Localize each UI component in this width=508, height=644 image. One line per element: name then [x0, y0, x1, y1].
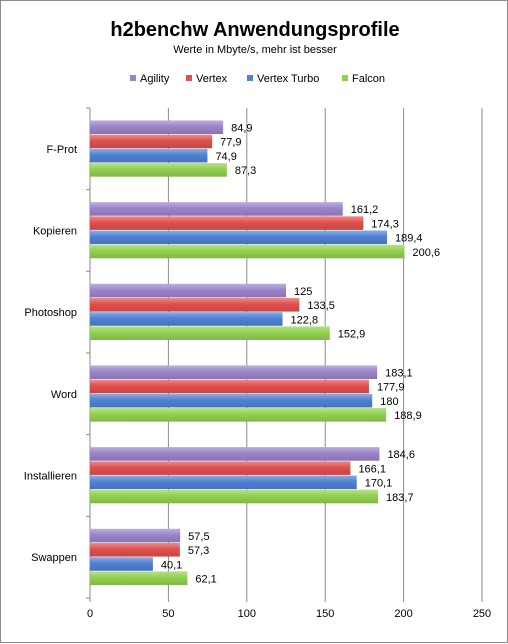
bar [90, 365, 378, 380]
legend-label: Vertex Turbo [257, 73, 319, 85]
bar [90, 148, 208, 163]
legend-label: Falcon [352, 73, 385, 85]
legend-label: Agility [140, 73, 170, 85]
x-tick-label: 0 [87, 608, 93, 620]
category-label: Kopieren [33, 226, 77, 238]
category-label: Swappen [31, 552, 77, 564]
data-label: 62,1 [195, 573, 216, 585]
bar [90, 283, 286, 298]
bar [90, 379, 369, 394]
data-label: 183,1 [385, 368, 413, 380]
bar [90, 489, 379, 504]
bar [90, 120, 224, 135]
x-tick-label: 150 [316, 608, 334, 620]
data-label: 122,8 [291, 314, 319, 326]
data-label: 84,9 [231, 123, 252, 135]
data-label: 57,5 [188, 531, 209, 543]
legend-item: Falcon [342, 73, 385, 85]
legend-swatch [342, 75, 348, 81]
bar [90, 447, 380, 461]
bar [90, 312, 283, 326]
legend-item: Vertex Turbo [247, 73, 319, 85]
x-tick-label: 250 [473, 608, 491, 620]
data-label: 77,9 [220, 137, 241, 149]
bar [90, 542, 180, 557]
bar [90, 475, 357, 490]
data-label: 200,6 [413, 247, 441, 259]
data-label: 87,3 [235, 165, 256, 177]
legend-swatch [130, 75, 136, 81]
x-tick-label: 50 [162, 608, 174, 620]
chart-subtitle: Werte in Mbyte/s, mehr ist besser [173, 44, 337, 56]
data-label: 183,7 [386, 492, 414, 504]
bar [90, 216, 364, 230]
category-label: Word [51, 389, 77, 401]
bar [90, 244, 405, 259]
category-label: Installieren [24, 471, 77, 483]
data-label: 152,9 [338, 328, 366, 340]
data-label: 166,1 [358, 463, 386, 475]
bar [90, 557, 153, 571]
data-label: 189,4 [395, 233, 423, 245]
legend-item: Agility [130, 73, 170, 85]
bar [90, 134, 213, 149]
bar [90, 326, 330, 340]
bar [90, 461, 351, 475]
data-label: 161,2 [351, 204, 379, 216]
data-label: 180 [380, 396, 398, 408]
data-label: 74,9 [215, 151, 236, 163]
plot-area: 0 50 100 150 200 250 F-Prot 84,9 77,9 74,9 87,3 Kop… [24, 107, 491, 620]
bar [90, 163, 227, 177]
x-tick-label: 200 [394, 608, 412, 620]
data-label: 177,9 [377, 382, 405, 394]
data-label: 125 [294, 286, 312, 298]
legend-label: Vertex [196, 73, 228, 85]
category-label: F-Prot [46, 144, 77, 156]
data-label: 174,3 [371, 218, 399, 230]
data-label: 40,1 [161, 559, 182, 571]
bar [90, 571, 188, 585]
legend-item: Vertex [186, 73, 228, 85]
bar [90, 528, 181, 543]
data-label: 184,6 [387, 449, 415, 461]
bar [90, 202, 343, 216]
bar [90, 408, 387, 422]
category-label: Photoshop [24, 307, 77, 319]
data-label: 188,9 [394, 410, 422, 422]
data-label: 57,3 [188, 545, 209, 557]
legend-swatch [247, 75, 253, 81]
chart-title: h2benchw Anwendungsprofile [110, 19, 399, 41]
legend-swatch [186, 75, 192, 81]
bar [90, 230, 387, 245]
x-tick-label: 100 [238, 608, 256, 620]
data-label: 170,1 [365, 478, 393, 490]
bar [90, 393, 373, 408]
legend: Agility Vertex Vertex Turbo Falcon [130, 73, 385, 85]
bar [90, 297, 300, 312]
data-label: 133,5 [307, 300, 335, 312]
